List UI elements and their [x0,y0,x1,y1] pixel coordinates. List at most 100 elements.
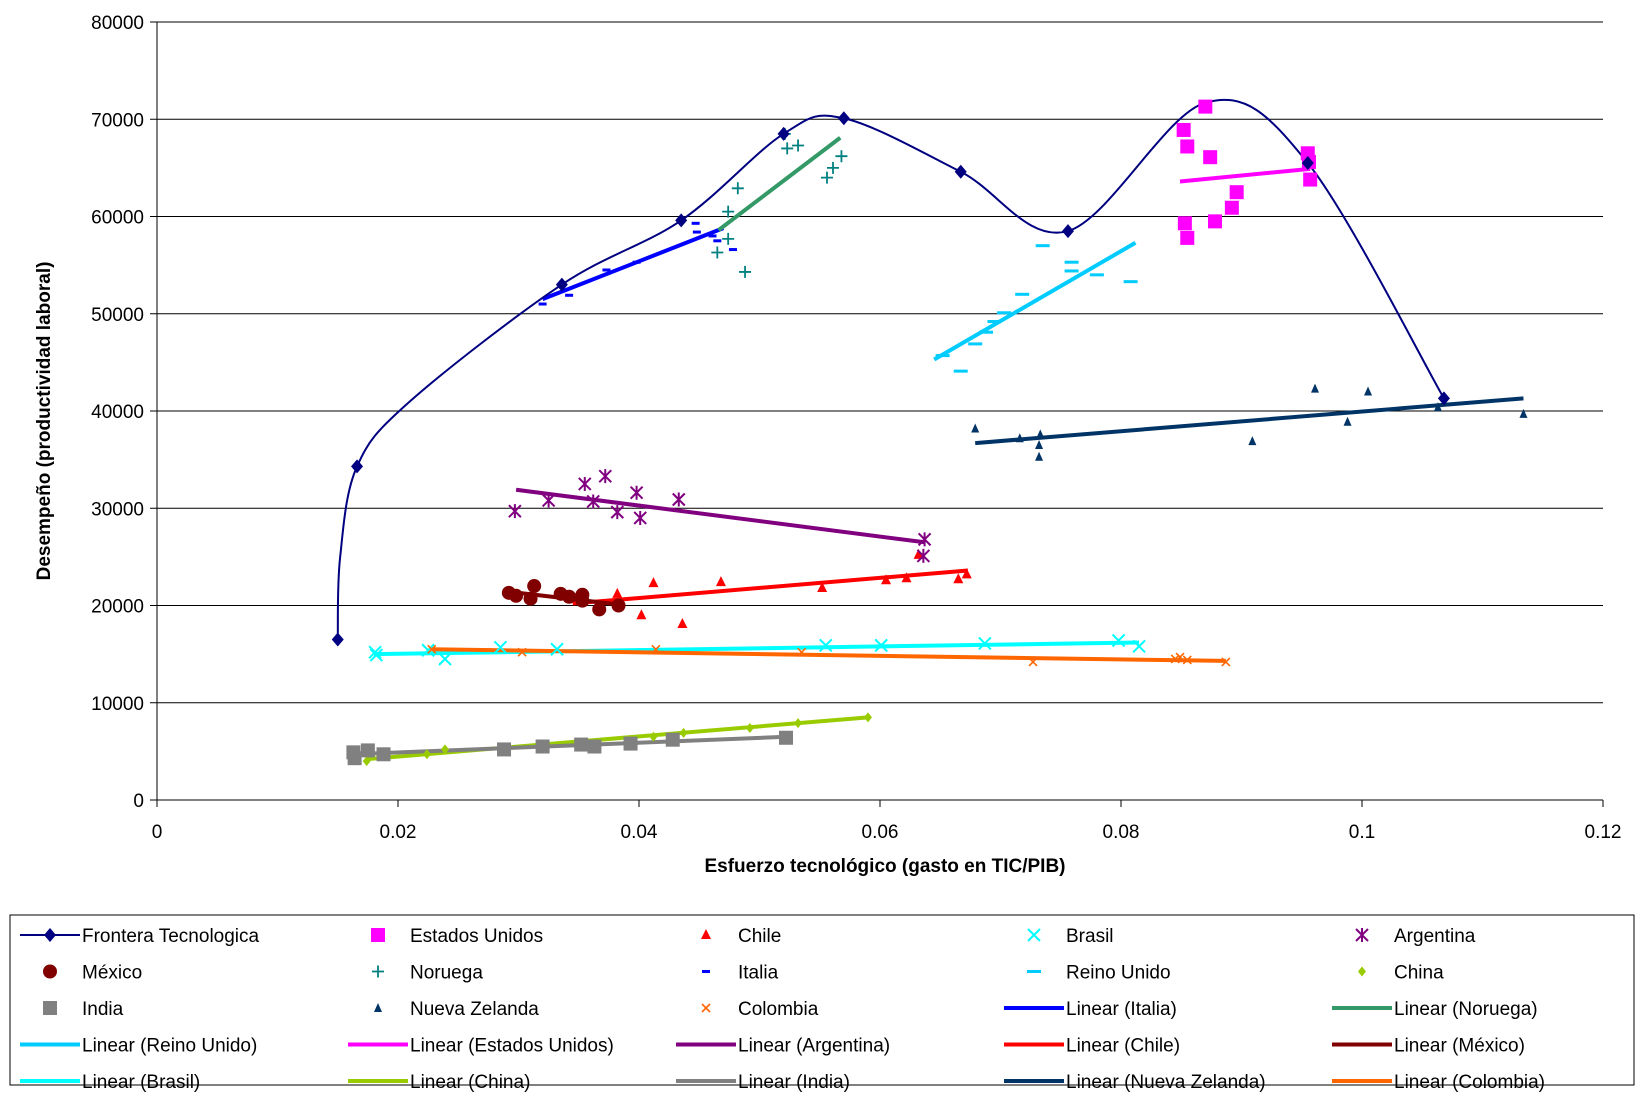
dash-marker [692,230,701,234]
dash-marker [1064,269,1079,273]
x-marker [427,644,437,654]
point-china [863,712,872,723]
dash-marker [702,970,710,973]
dash-marker [708,234,717,238]
point-china [362,756,371,767]
triangle-marker [1036,429,1045,439]
triangle-marker [1248,436,1257,446]
legend-label: Linear (Estados Unidos) [410,1036,614,1057]
point-india [587,739,602,754]
legend-item: China [1358,963,1444,984]
triangle-marker [1433,402,1442,412]
plus-marker [722,232,735,245]
diamond-marker [422,749,431,760]
legend-marker-symbol [1355,928,1369,942]
legend-label: Linear (Italia) [1066,999,1177,1020]
point-argentina [586,494,600,509]
point-brasil [1132,639,1146,654]
point-frontera-tecnologica [1437,391,1450,406]
legend-item: Brasil [1027,926,1114,947]
legend-marker-symbol [43,964,57,979]
gridlines [150,21,1604,807]
point-argentina [916,548,931,563]
trendline-linear-india- [353,734,787,757]
square-marker [371,928,385,942]
circle-marker [575,593,590,608]
dash-marker [935,354,950,358]
x-marker [550,642,564,656]
point-brasil [874,638,888,653]
frontier-curve [336,98,1445,640]
point-china [649,731,658,742]
point-brasil [819,638,833,653]
point-nueva-zelanda [971,423,980,433]
point-italia [538,302,547,306]
legend-label: Linear (México) [1394,1036,1525,1057]
point-estados-unidos [1177,216,1192,231]
point-brasil [368,645,382,659]
triangle-marker [1311,383,1320,393]
plus-marker [731,182,744,195]
diamond-marker [44,928,56,942]
point-noruega [792,139,805,152]
point-colombia [427,644,437,654]
diamond-marker [1437,391,1450,406]
x-tick-label: 0.04 [621,822,658,843]
point-reino-unido [1064,269,1079,273]
point-chile [612,587,623,598]
triangle-marker [1035,451,1044,461]
point-reino-unido [997,311,1012,315]
legend-marker-symbol [1027,928,1041,942]
dash-marker [1035,244,1050,248]
diamond-marker [351,459,364,474]
circle-marker [509,588,524,603]
legend-label: Chile [738,926,781,947]
trendline-linear-reino-unido- [933,241,1137,362]
point-noruega [820,171,833,184]
legend-item: Linear (México) [1332,1036,1525,1057]
circle-marker [43,964,57,979]
point-nueva-zelanda [1248,436,1257,446]
legend-box [9,914,1635,1086]
legend-marker-symbol [372,965,384,978]
point-estados-unidos [1207,214,1222,229]
x-marker [369,648,384,662]
point-chile [715,576,726,587]
point-chile [881,574,892,585]
point-reino-unido [968,342,983,346]
point-india [665,732,680,747]
point-nueva-zelanda [1433,402,1442,412]
diamond-marker [837,111,850,126]
legend-label: Frontera Tecnologica [82,926,260,947]
x-tick-label: 0.02 [380,822,417,843]
point-colombia [1221,657,1231,667]
point-india [535,739,550,754]
legend-item: Linear (Colombia) [1332,1072,1545,1093]
point-estados-unidos [1176,122,1191,137]
x-marker [1221,657,1231,667]
diamond-marker [954,164,967,179]
diamond-marker [1358,966,1366,977]
point-china [745,723,754,734]
point-chile [901,572,912,583]
point-colombia [797,647,807,657]
legend-item: Colombia [701,999,819,1020]
diamond-marker [362,756,371,767]
point-frontera-tecnologica [555,277,568,292]
diamond-marker [794,718,803,729]
point-colombia [1182,655,1192,665]
point-chile [961,568,972,579]
x-tick-label: 0.12 [1585,822,1622,843]
trendline-linear-chile- [572,568,969,606]
triangle-marker [913,548,924,559]
y-tick-label: 50000 [91,305,144,326]
point-estados-unidos [1198,99,1213,114]
triangle-marker [1343,416,1352,426]
y-tick-label: 80000 [91,13,144,34]
y-tick-label: 60000 [91,208,144,229]
star-marker [672,492,686,507]
diamond-marker [675,213,688,228]
point-colombia [517,647,527,657]
legend-marker-symbol [1027,970,1041,973]
